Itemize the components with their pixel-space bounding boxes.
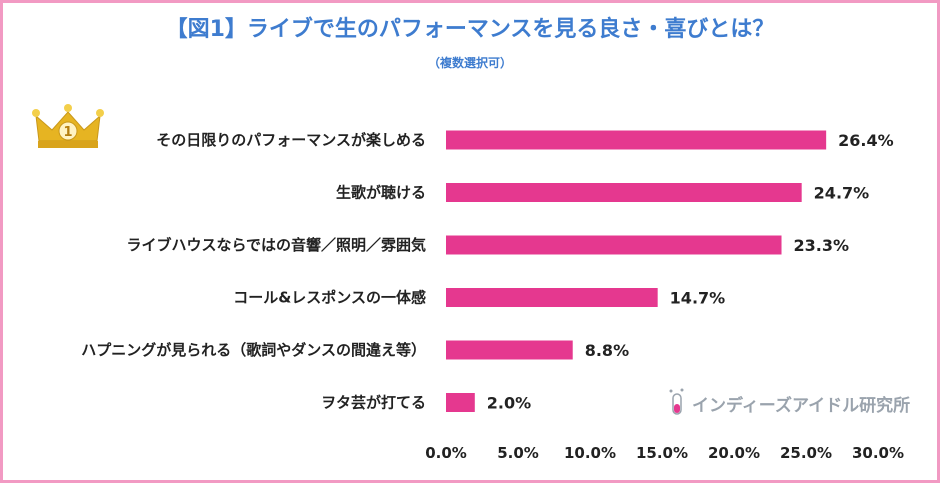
category-label: コール&レスポンスの一体感	[233, 289, 426, 307]
value-label: 8.8%	[585, 341, 629, 360]
test-tube-icon	[669, 388, 684, 415]
category-label: ハプニングが見られる（歌詞やダンスの間違え等）	[81, 341, 426, 359]
rank-badge-number: 1	[63, 125, 72, 140]
bar	[446, 183, 802, 202]
watermark-text: インディーズアイドル研究所	[692, 395, 911, 416]
x-tick-label: 10.0%	[564, 444, 616, 462]
chart-subtitle: （複数選択可）	[427, 56, 512, 70]
value-label: 24.7%	[814, 184, 870, 203]
category-label: 生歌が聴ける	[336, 184, 426, 202]
bar	[446, 130, 827, 150]
bar	[446, 288, 658, 307]
chart-title: 【図1】ライブで生のパフォーマンスを見る良さ・喜びとは？	[165, 17, 775, 42]
value-label: 26.4%	[838, 131, 894, 150]
value-label: 14.7%	[670, 289, 726, 308]
x-tick-label: 25.0%	[780, 444, 832, 462]
x-tick-label: 20.0%	[708, 444, 760, 462]
category-label: ヲタ芸が打てる	[321, 394, 426, 412]
value-label: 23.3%	[794, 236, 850, 255]
x-tick-label: 5.0%	[497, 444, 539, 462]
bar	[446, 393, 475, 412]
x-tick-label: 15.0%	[636, 444, 688, 462]
bar	[446, 340, 573, 360]
bar	[446, 235, 782, 255]
x-tick-label: 30.0%	[852, 444, 904, 462]
x-tick-label: 0.0%	[425, 444, 467, 462]
category-label: ライブハウスならではの音響／照明／雰囲気	[126, 236, 426, 254]
value-label: 2.0%	[487, 394, 531, 413]
watermark: インディーズアイドル研究所	[668, 388, 910, 418]
crown-icon: 1	[32, 104, 104, 148]
category-label: その日限りのパフォーマンスが楽しめる	[156, 131, 426, 149]
